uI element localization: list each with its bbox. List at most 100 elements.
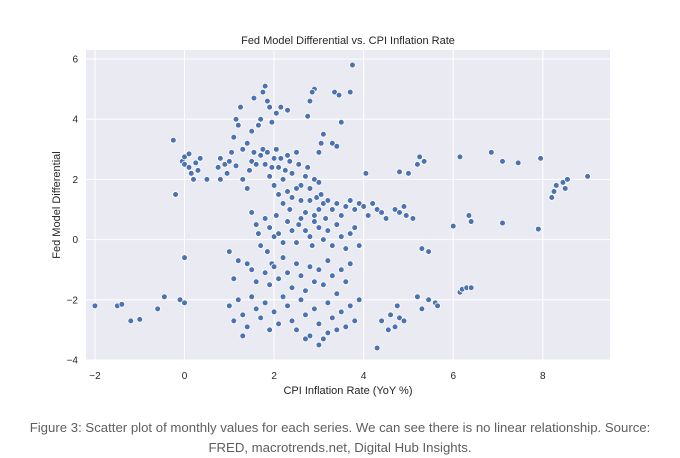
- data-point: [295, 221, 303, 228]
- data-point: [369, 200, 376, 207]
- data-point: [264, 97, 271, 105]
- data-point: [243, 185, 251, 192]
- data-point: [268, 164, 276, 171]
- data-point: [255, 121, 262, 129]
- data-point: [261, 215, 269, 222]
- data-point: [127, 317, 135, 325]
- scatter-chart: Fed Model Differential vs. CPI Inflation…: [51, 35, 610, 397]
- data-point: [259, 88, 267, 96]
- data-point: [248, 209, 256, 216]
- data-point: [306, 263, 314, 270]
- data-point: [203, 176, 211, 183]
- data-point: [237, 103, 244, 111]
- data-point: [306, 332, 314, 340]
- data-point: [266, 281, 273, 289]
- data-point: [286, 158, 294, 165]
- x-tick-label: 6: [450, 371, 456, 382]
- data-point: [239, 146, 247, 153]
- data-point: [337, 308, 345, 316]
- data-point: [322, 215, 329, 222]
- data-point: [250, 94, 258, 102]
- data-point: [311, 278, 318, 286]
- data-point: [320, 200, 327, 207]
- x-axis-label: CPI Inflation Rate (YoY %): [283, 385, 412, 397]
- data-point: [355, 296, 363, 304]
- data-point: [288, 170, 296, 177]
- data-point: [266, 224, 273, 231]
- data-point: [192, 159, 200, 167]
- x-tick-label: −2: [89, 371, 101, 382]
- data-point: [324, 299, 332, 307]
- data-point: [315, 206, 323, 213]
- data-point: [154, 305, 161, 313]
- data-point: [342, 203, 350, 210]
- data-point: [329, 206, 336, 213]
- data-point: [293, 185, 300, 192]
- data-point: [226, 302, 233, 310]
- caption-line-1: Figure 3: Scatter plot of monthly values…: [29, 420, 651, 435]
- data-point: [259, 146, 267, 153]
- data-point: [360, 203, 367, 210]
- data-point: [311, 305, 318, 313]
- data-point: [564, 176, 571, 183]
- data-point: [266, 326, 273, 334]
- data-point: [393, 302, 401, 310]
- data-point: [400, 317, 408, 325]
- data-point: [378, 209, 385, 216]
- data-point: [333, 326, 341, 334]
- data-point: [346, 230, 354, 237]
- data-point: [302, 335, 309, 343]
- data-point: [284, 152, 291, 159]
- data-point: [181, 254, 188, 261]
- data-point: [329, 140, 336, 147]
- data-point: [308, 242, 316, 249]
- data-point: [346, 197, 354, 204]
- data-point: [295, 161, 303, 168]
- data-point: [499, 158, 506, 165]
- data-point: [342, 323, 350, 331]
- data-point: [311, 218, 318, 225]
- data-point: [373, 344, 381, 352]
- data-point: [239, 176, 247, 183]
- data-point: [306, 233, 314, 240]
- data-point: [324, 257, 332, 264]
- y-axis-label: Fed Model Differential: [51, 151, 63, 258]
- x-axis-ticks: −2 0 2 4 6 8: [89, 371, 546, 382]
- data-point: [226, 248, 233, 255]
- data-point: [324, 329, 332, 337]
- data-point: [297, 296, 305, 304]
- data-point: [561, 185, 569, 192]
- data-point: [234, 257, 242, 264]
- data-point: [346, 88, 354, 96]
- data-point: [488, 149, 495, 156]
- data-point: [161, 293, 168, 301]
- data-point: [279, 254, 287, 261]
- data-point: [418, 245, 426, 252]
- data-point: [275, 191, 282, 198]
- data-point: [373, 206, 381, 213]
- data-point: [346, 302, 354, 310]
- data-point: [196, 155, 204, 162]
- data-point: [355, 242, 363, 249]
- data-point: [275, 230, 282, 237]
- data-point: [324, 197, 332, 204]
- data-point: [239, 311, 247, 319]
- data-point: [304, 112, 311, 120]
- data-point: [333, 200, 341, 207]
- data-point: [288, 284, 296, 292]
- data-points: [91, 61, 591, 352]
- data-point: [270, 182, 278, 189]
- data-point: [246, 167, 253, 174]
- data-point: [337, 233, 345, 240]
- data-point: [409, 215, 417, 222]
- data-point: [465, 212, 473, 219]
- data-point: [499, 219, 506, 227]
- y-axis-ticks: −4 −2 0 2 4 6: [67, 55, 79, 367]
- data-point: [306, 97, 314, 105]
- data-point: [172, 191, 179, 198]
- data-point: [317, 191, 325, 198]
- y-tick-label: 4: [72, 115, 78, 126]
- data-point: [351, 224, 359, 231]
- data-point: [420, 158, 428, 165]
- data-point: [234, 121, 242, 129]
